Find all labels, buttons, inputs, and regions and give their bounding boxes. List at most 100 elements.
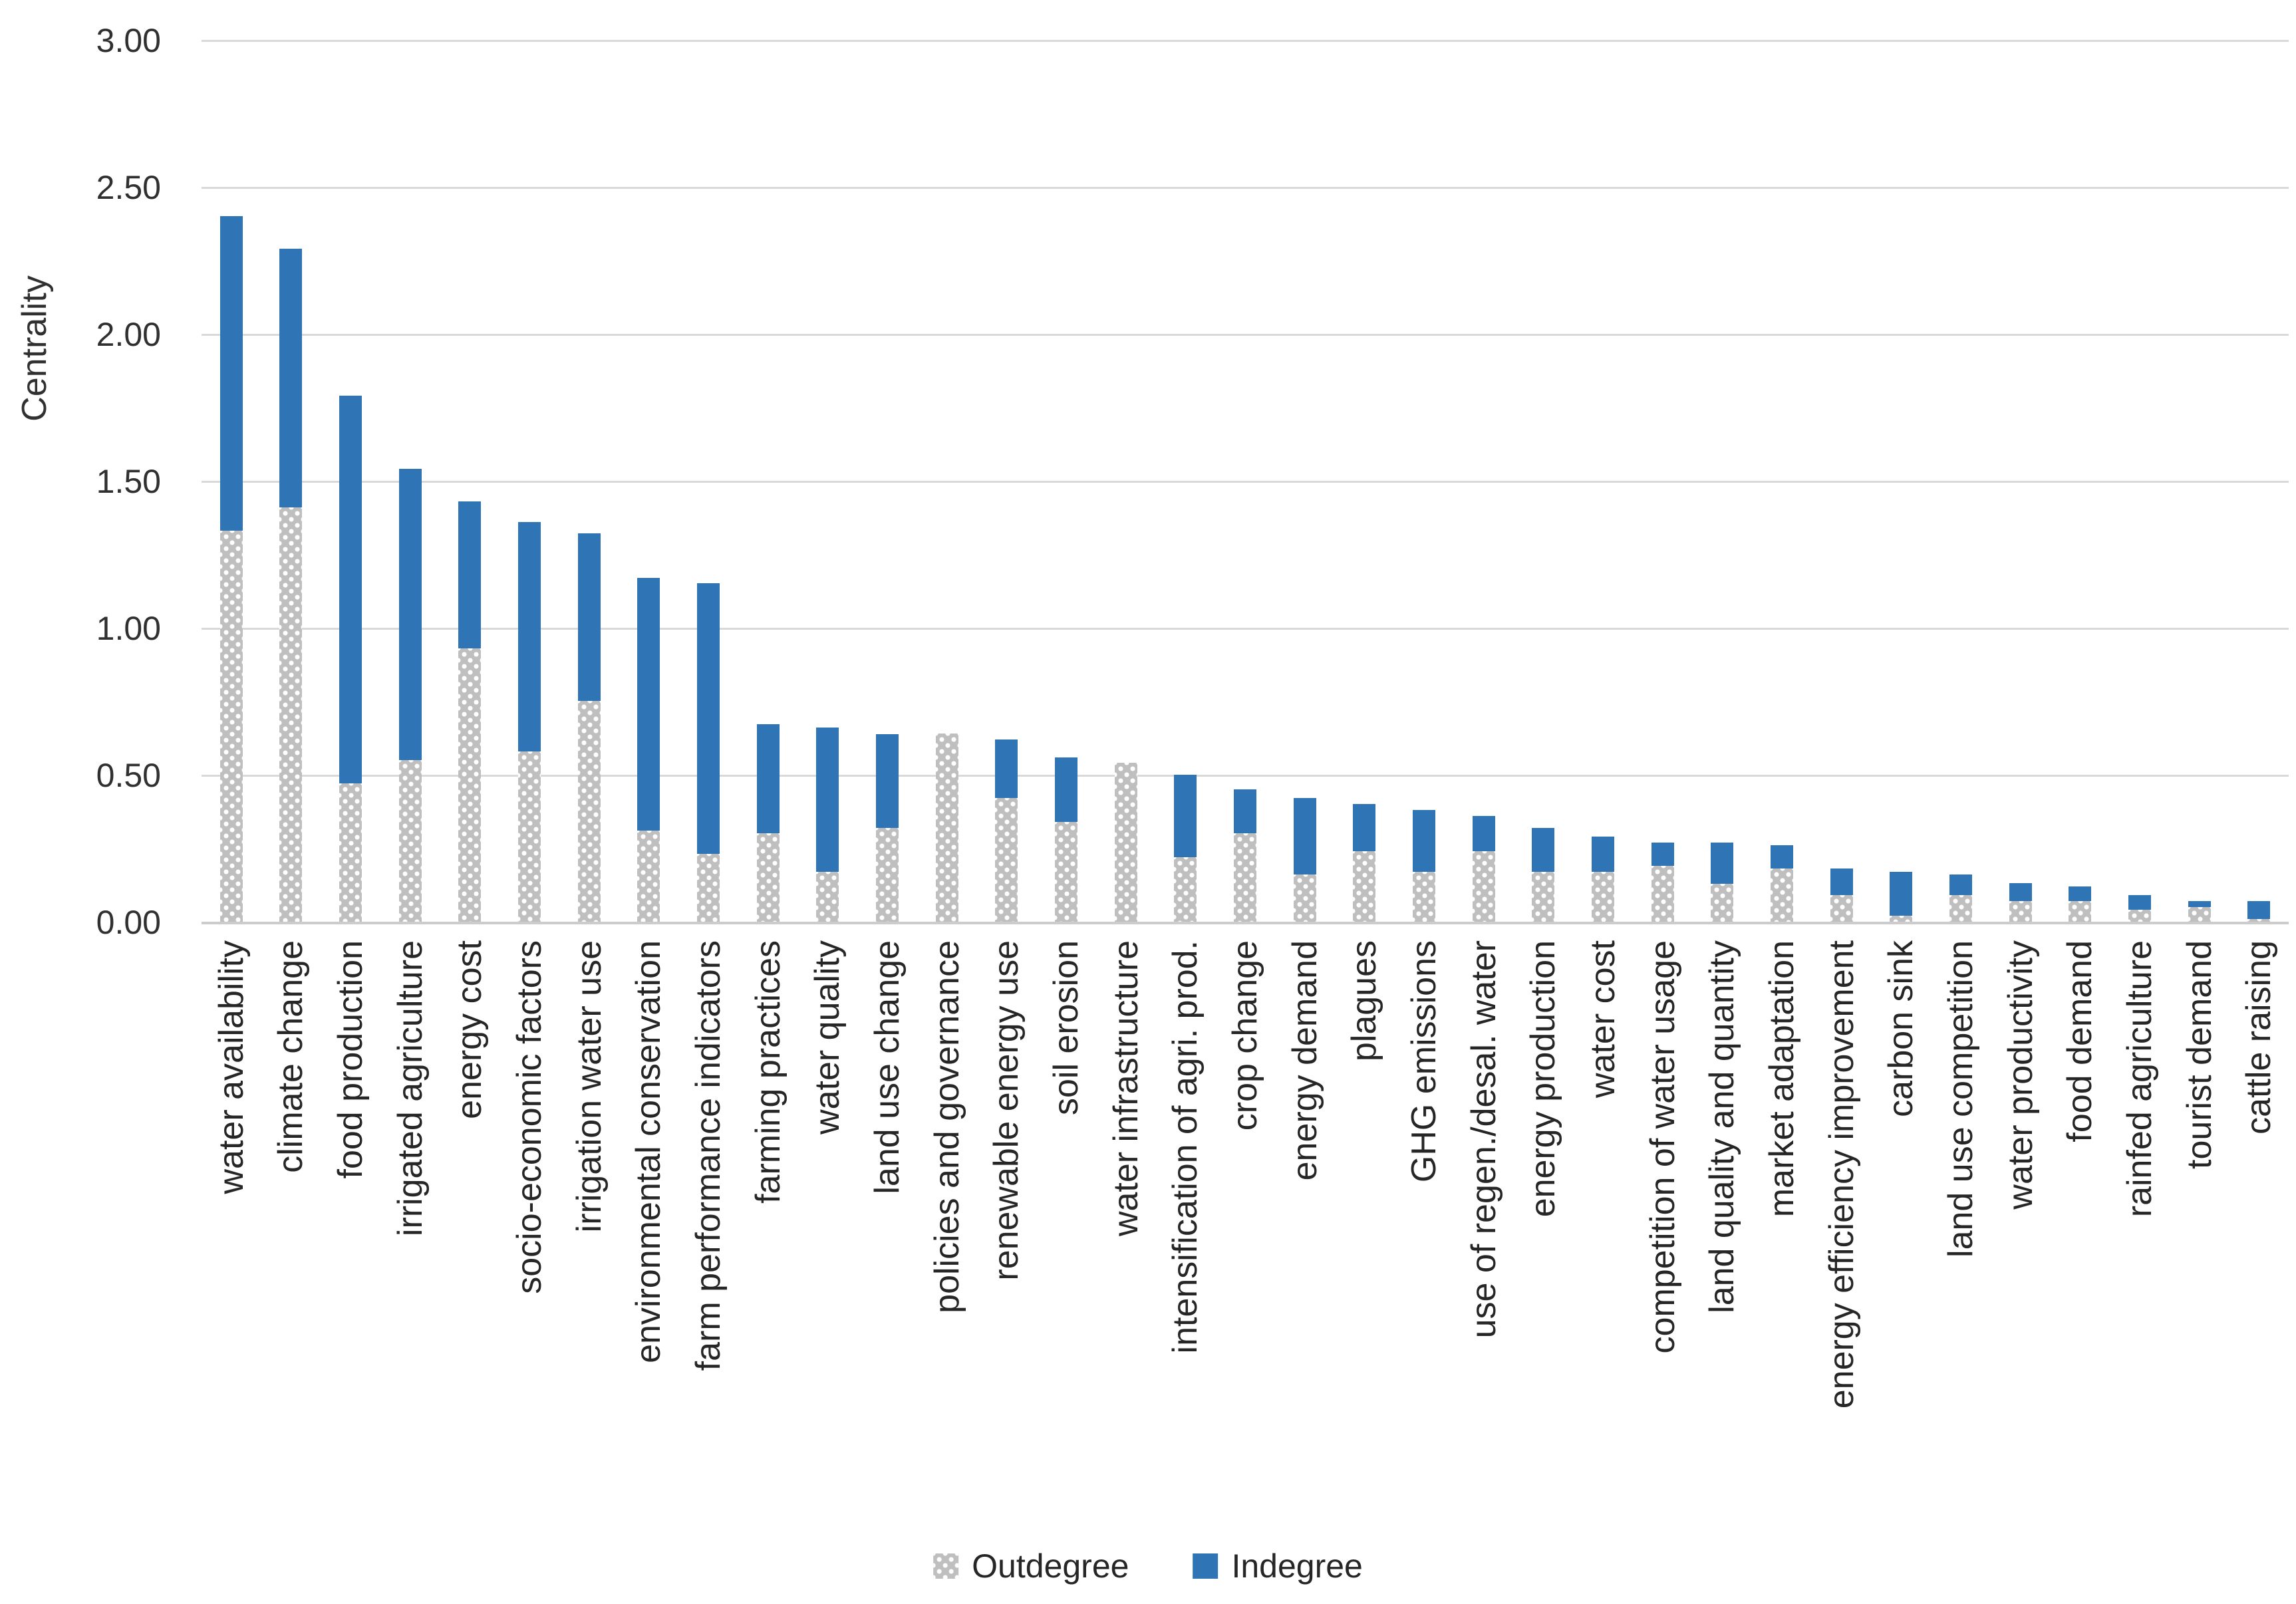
bar-indegree-27 (1830, 869, 1853, 895)
bar-outdegree-34 (2247, 919, 2270, 922)
bar-outdegree-18 (1294, 874, 1316, 922)
bar-outdegree-22 (1532, 872, 1554, 922)
category-label-5: socio-economic factors (510, 940, 549, 1294)
bar-indegree-4 (458, 501, 481, 648)
category-label-3: irrigated agriculture (391, 940, 430, 1237)
bar-indegree-20 (1413, 810, 1435, 872)
category-label-6: irrigation water use (570, 940, 609, 1233)
bar-outdegree-4 (458, 648, 481, 922)
bar-indegree-1 (279, 249, 302, 507)
gridline-3.00 (202, 40, 2289, 42)
y-tick-2.50: 2.50 (96, 169, 161, 206)
bar-indegree-26 (1771, 845, 1793, 869)
bar-indegree-6 (578, 533, 601, 701)
bar-indegree-24 (1651, 843, 1674, 866)
bar-outdegree-17 (1234, 833, 1256, 922)
bar-outdegree-1 (279, 507, 302, 922)
bar-indegree-21 (1473, 816, 1495, 851)
category-label-16: intensification of agri. prod. (1166, 940, 1205, 1354)
bar-indegree-8 (697, 583, 720, 854)
bar-outdegree-23 (1592, 872, 1614, 922)
bar-outdegree-32 (2128, 910, 2151, 922)
bar-outdegree-13 (995, 798, 1018, 922)
category-label-10: water quality (808, 940, 847, 1135)
bar-outdegree-27 (1830, 895, 1853, 922)
bar-indegree-14 (1055, 757, 1077, 822)
category-label-8: farm performance indicators (689, 940, 728, 1371)
bar-outdegree-3 (399, 760, 422, 922)
gridline-2.00 (202, 334, 2289, 336)
category-label-11: land use change (868, 940, 907, 1194)
bar-outdegree-2 (339, 783, 362, 922)
x-axis-line (202, 922, 2289, 924)
bar-outdegree-11 (876, 828, 899, 922)
legend-item-outdegree: Outdegree (933, 1547, 1129, 1585)
bar-outdegree-16 (1174, 857, 1197, 922)
bar-indegree-17 (1234, 789, 1256, 833)
category-label-2: food production (331, 940, 370, 1179)
bar-outdegree-9 (757, 833, 780, 922)
bar-indegree-31 (2069, 886, 2091, 901)
category-label-29: land use competition (1941, 940, 1980, 1258)
bar-outdegree-10 (816, 872, 839, 922)
legend-label-outdegree: Outdegree (972, 1547, 1129, 1585)
bar-outdegree-12 (936, 734, 958, 922)
bar-outdegree-28 (1890, 916, 1912, 922)
category-label-34: cattle raising (2239, 940, 2278, 1135)
bar-indegree-16 (1174, 775, 1197, 857)
bar-indegree-25 (1711, 843, 1733, 884)
category-label-28: carbon sink (1882, 940, 1920, 1117)
y-tick-1.50: 1.50 (96, 463, 161, 500)
category-label-12: policies and governance (928, 940, 966, 1313)
bar-indegree-0 (220, 216, 243, 531)
y-tick-0.50: 0.50 (96, 757, 161, 794)
category-label-22: energy production (1524, 940, 1562, 1218)
category-label-27: energy efficiency improvement (1822, 940, 1861, 1409)
bar-outdegree-31 (2069, 901, 2091, 922)
category-label-33: tourist demand (2180, 940, 2219, 1169)
category-label-24: competition of water usage (1644, 940, 1682, 1354)
gridline-1.00 (202, 628, 2289, 630)
bar-indegree-3 (399, 469, 422, 760)
bar-outdegree-14 (1055, 822, 1077, 922)
bar-indegree-18 (1294, 798, 1316, 874)
bar-outdegree-24 (1651, 866, 1674, 922)
bar-indegree-10 (816, 728, 839, 872)
bar-outdegree-6 (578, 701, 601, 922)
legend-item-indegree: Indegree (1193, 1547, 1363, 1585)
bar-indegree-30 (2009, 883, 2032, 901)
category-label-25: land quality and quantity (1703, 940, 1741, 1313)
bar-outdegree-5 (518, 751, 541, 922)
bar-indegree-11 (876, 734, 899, 828)
category-label-32: rainfed agriculture (2120, 940, 2159, 1218)
y-tick-2.00: 2.00 (96, 316, 161, 353)
category-label-1: climate change (271, 940, 310, 1173)
category-label-18: energy demand (1286, 940, 1324, 1181)
bar-indegree-19 (1353, 804, 1375, 851)
bar-outdegree-26 (1771, 869, 1793, 922)
category-label-26: market adaptation (1763, 940, 1801, 1218)
bar-indegree-34 (2247, 901, 2270, 919)
bar-indegree-29 (1949, 874, 1972, 895)
bar-indegree-9 (757, 724, 780, 833)
category-label-15: water infrastructure (1107, 940, 1145, 1237)
bar-outdegree-33 (2188, 907, 2211, 922)
bar-outdegree-20 (1413, 872, 1435, 922)
bar-outdegree-30 (2009, 901, 2032, 922)
bar-indegree-32 (2128, 895, 2151, 910)
gridline-0.50 (202, 775, 2289, 777)
category-label-14: soil erosion (1047, 940, 1085, 1116)
category-label-31: food demand (2061, 940, 2099, 1142)
bar-indegree-28 (1890, 872, 1912, 916)
category-label-13: renewable energy use (987, 940, 1026, 1281)
gridline-2.50 (202, 187, 2289, 189)
indegree-swatch-icon (1193, 1553, 1219, 1579)
bar-outdegree-0 (220, 531, 243, 922)
bar-outdegree-15 (1115, 763, 1137, 922)
category-label-0: water availability (212, 940, 251, 1194)
category-label-9: farming practices (749, 940, 788, 1204)
bar-indegree-5 (518, 522, 541, 751)
bar-indegree-33 (2188, 901, 2211, 907)
category-label-19: plagues (1345, 940, 1383, 1062)
